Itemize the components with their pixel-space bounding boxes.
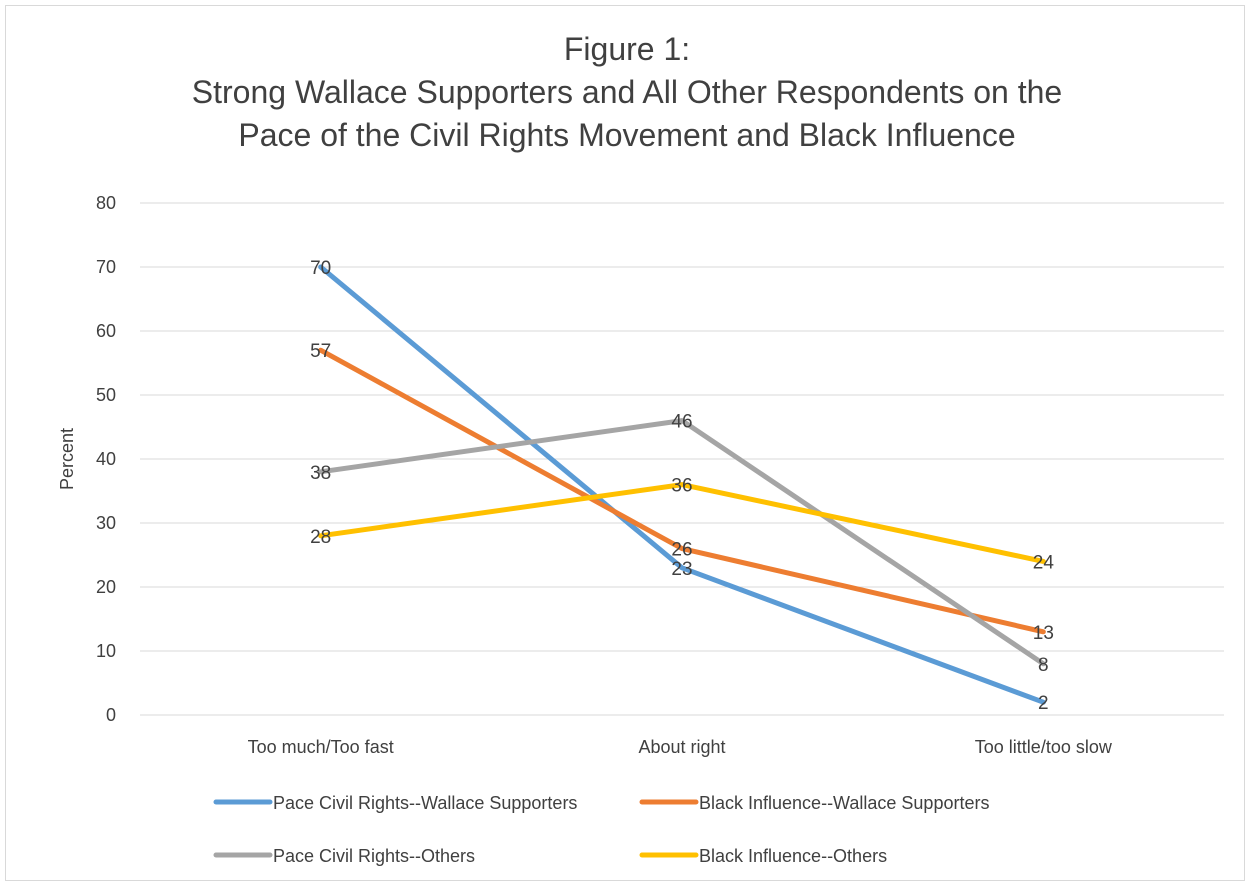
data-label: 57	[310, 341, 331, 362]
chart-title-line-1: Figure 1:	[563, 31, 691, 67]
chart-title-line-2: Strong Wallace Supporters and All Other …	[191, 74, 1063, 110]
y-tick-label: 50	[96, 385, 116, 405]
x-tick-label: About right	[638, 737, 725, 757]
y-tick-label: 0	[106, 705, 116, 725]
series-line	[318, 482, 1046, 564]
x-axis-ticks: Too much/Too fast About right Too little/t…	[248, 737, 1113, 757]
data-label: 2	[1038, 693, 1049, 714]
series-lines	[318, 264, 1046, 705]
data-label: 8	[1038, 655, 1049, 676]
y-axis-ticks: 0 10 20 30 40 50 60 70 80	[96, 193, 116, 725]
x-tick-label: Too little/too slow	[975, 737, 1113, 757]
y-tick-label: 60	[96, 321, 116, 341]
data-label: 70	[310, 258, 331, 279]
legend-label: Black Influence--Wallace Supporters	[699, 793, 989, 813]
data-label: 36	[671, 476, 692, 497]
data-label: 24	[1033, 552, 1055, 573]
data-label: 38	[310, 463, 331, 484]
y-axis-title: Percent	[57, 428, 77, 490]
gridlines	[140, 202, 1224, 716]
data-label: 28	[310, 527, 331, 548]
legend: Pace Civil Rights--Wallace Supporters Bla…	[213, 793, 989, 866]
y-tick-label: 40	[96, 449, 116, 469]
data-label: 46	[671, 412, 692, 433]
y-tick-label: 70	[96, 257, 116, 277]
y-tick-label: 10	[96, 641, 116, 661]
legend-label: Pace Civil Rights--Wallace Supporters	[273, 793, 577, 813]
y-tick-label: 20	[96, 577, 116, 597]
legend-label: Pace Civil Rights--Others	[273, 846, 475, 866]
chart-title: Figure 1: Strong Wallace Supporters and …	[0, 28, 1254, 157]
data-label: 23	[671, 559, 692, 580]
y-tick-label: 80	[96, 193, 116, 213]
data-label: 26	[671, 540, 692, 561]
chart-frame	[5, 5, 1245, 881]
series-line	[318, 347, 1046, 635]
chart-title-line-3: Pace of the Civil Rights Movement and Bl…	[238, 117, 1016, 153]
legend-label: Black Influence--Others	[699, 846, 887, 866]
y-tick-label: 30	[96, 513, 116, 533]
data-labels: 70 23 2 57 26 13 38 46 8 28 36 24	[310, 258, 1054, 714]
data-label: 13	[1033, 623, 1054, 644]
x-tick-label: Too much/Too fast	[248, 737, 394, 757]
series-line	[318, 264, 1046, 705]
series-line	[318, 418, 1046, 667]
